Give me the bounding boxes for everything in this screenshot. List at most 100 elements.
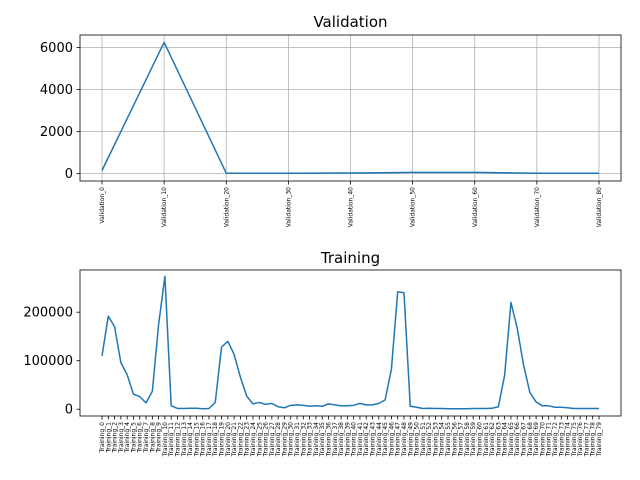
- training-x-tick-label: Training_25: [256, 422, 263, 457]
- training-x-tick-label: Training_34: [313, 422, 320, 457]
- training-x-tick-label: Training_38: [338, 422, 345, 457]
- training-x-tick-label: Training_72: [552, 422, 559, 457]
- training-x-tick-label: Training_57: [458, 422, 465, 457]
- validation-plot-frame: [79, 34, 622, 182]
- training-x-tick-label: Training_46: [388, 422, 395, 457]
- training-y-tick-label: 200000: [23, 306, 73, 321]
- validation-y-tick-label: 2000: [40, 125, 73, 140]
- validation-x-tick-label: Validation_70: [534, 187, 541, 227]
- validation-x-tick-label: Validation_0: [99, 187, 106, 224]
- training-x-tick-label: Training_12: [174, 422, 181, 457]
- training-x-tick-label: Training_64: [502, 422, 509, 457]
- training-x-tick-label: Training_52: [426, 422, 433, 457]
- training-x-tick-label: Training_31: [294, 422, 301, 457]
- training-x-tick-label: Training_17: [206, 422, 213, 457]
- training-x-tick-label: Training_7: [143, 422, 150, 454]
- training-x-tick-label: Training_33: [307, 422, 314, 457]
- validation-y-tick-label: 6000: [40, 41, 73, 56]
- training-x-tick-label: Training_2: [112, 422, 119, 454]
- training-x-tick-label: Training_55: [445, 422, 452, 457]
- training-x-tick-label: Training_32: [300, 422, 307, 457]
- validation-y-tick-label: 4000: [40, 83, 73, 98]
- validation-x-tick-label: Validation_30: [285, 187, 292, 227]
- training-x-tick-label: Training_35: [319, 422, 326, 457]
- training-x-tick-label: Training_16: [200, 422, 207, 457]
- training-x-tick-label: Training_36: [325, 422, 332, 457]
- training-x-tick-label: Training_3: [118, 422, 125, 454]
- training-x-tick-label: Training_71: [546, 422, 553, 457]
- training-x-tick-label: Training_53: [432, 422, 439, 457]
- training-x-tick-label: Training_0: [99, 422, 106, 454]
- training-x-tick-label: Training_44: [376, 422, 383, 457]
- training-y-tick-label: 100000: [23, 354, 73, 369]
- training-x-tick-label: Training_74: [565, 422, 572, 457]
- training-x-tick-label: Training_73: [558, 422, 565, 457]
- training-x-tick-label: Training_63: [495, 422, 502, 457]
- training-x-tick-label: Training_51: [420, 422, 427, 457]
- training-x-tick-label: Training_29: [281, 422, 288, 457]
- training-x-tick-label: Training_42: [363, 422, 370, 457]
- training-x-tick-label: Training_24: [250, 422, 257, 457]
- training-x-tick-label: Training_11: [168, 422, 175, 457]
- validation-axes: Validation 0 2000 4000 6000 Validation_0 Vali…: [40, 13, 622, 227]
- validation-y-tick-label: 0: [65, 167, 73, 182]
- training-x-tick-label: Training_18: [212, 422, 219, 457]
- training-x-tick-label: Training_30: [288, 422, 295, 457]
- training-x-tick-label: Training_8: [149, 422, 156, 454]
- training-x-tick-label: Training_27: [269, 422, 276, 457]
- training-x-tick-label: Training_58: [464, 422, 471, 457]
- training-x-tick-label: Training_1: [105, 422, 112, 454]
- training-x-tick-label: Training_40: [351, 422, 358, 457]
- validation-x-tick-label: Validation_60: [472, 187, 479, 227]
- training-x-tick-label: Training_6: [137, 422, 144, 454]
- training-x-tick-label: Training_69: [533, 422, 540, 457]
- training-x-tick-label: Training_4: [124, 422, 131, 454]
- training-x-tick-label: Training_79: [596, 422, 603, 457]
- training-x-tick-label: Training_68: [527, 422, 534, 457]
- training-x-tick-label: Training_10: [162, 422, 169, 457]
- training-x-tick-label: Training_28: [275, 422, 282, 457]
- training-x-tick-label: Training_62: [489, 422, 496, 457]
- training-x-tick-label: Training_77: [583, 422, 590, 457]
- training-x-tick-label: Training_48: [401, 422, 408, 457]
- training-title: Training: [320, 249, 380, 267]
- training-x-tick-label: Training_5: [130, 422, 137, 454]
- validation-series-line: [101, 41, 599, 174]
- training-x-tick-label: Training_50: [414, 422, 421, 457]
- training-x-tick-label: Training_78: [590, 422, 597, 457]
- training-x-tick-label: Training_76: [577, 422, 584, 457]
- training-x-tick-label: Training_23: [244, 422, 251, 457]
- training-x-tick-label: Training_60: [476, 422, 483, 457]
- training-x-tick-label: Training_15: [193, 422, 200, 457]
- training-x-tick-label: Training_65: [508, 422, 515, 457]
- training-x-tick-label: Training_67: [521, 422, 528, 457]
- training-x-tick-label: Training_59: [470, 422, 477, 457]
- validation-x-tick-label: Validation_80: [596, 187, 603, 227]
- validation-x-tick-label: Validation_40: [348, 187, 355, 227]
- training-y-tick-label: 0: [65, 403, 73, 418]
- training-x-tick-label: Training_13: [181, 422, 188, 457]
- training-x-tick-label: Training_75: [571, 422, 578, 457]
- training-x-tick-label: Training_45: [382, 422, 389, 457]
- training-x-tick-label: Training_21: [231, 422, 238, 457]
- training-x-tick-label: Training_54: [439, 422, 446, 457]
- validation-title: Validation: [313, 13, 387, 31]
- training-x-tick-label: Training_61: [483, 422, 490, 457]
- validation-x-tick-label: Validation_50: [410, 187, 417, 227]
- training-x-tick-label: Training_49: [407, 422, 414, 457]
- training-series-line: [101, 275, 599, 410]
- training-x-tick-label: Training_39: [344, 422, 351, 457]
- training-x-tick-label: Training_41: [357, 422, 364, 457]
- training-x-tick-label: Training_37: [332, 422, 339, 457]
- training-x-tick-label: Training_9: [156, 422, 163, 454]
- training-x-tick-label: Training_22: [237, 422, 244, 457]
- training-plot-frame: [79, 269, 622, 417]
- training-x-tick-label: Training_20: [225, 422, 232, 457]
- training-x-tick-label: Training_43: [370, 422, 377, 457]
- validation-x-tick-label: Validation_20: [223, 187, 230, 227]
- training-x-tick-label: Training_26: [263, 422, 270, 457]
- training-x-tick-label: Training_14: [187, 422, 194, 457]
- training-x-tick-label: Training_70: [539, 422, 546, 457]
